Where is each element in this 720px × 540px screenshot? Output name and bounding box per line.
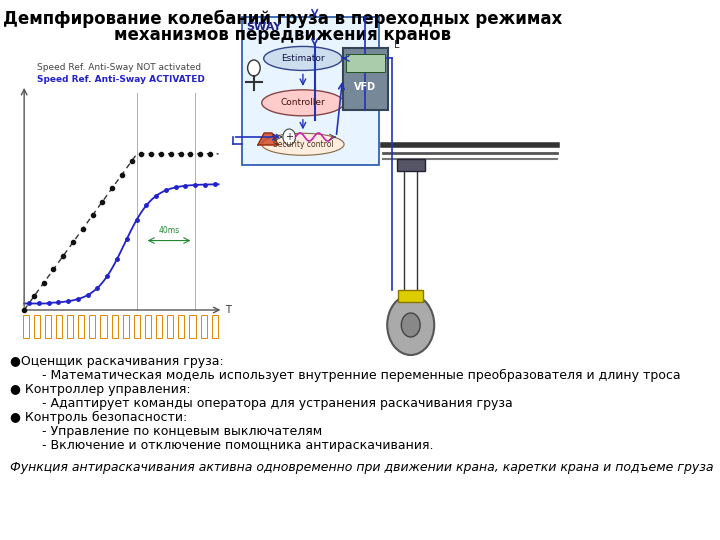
Text: L: L	[395, 40, 400, 50]
Text: Speed Ref. Anti-Sway NOT activated: Speed Ref. Anti-Sway NOT activated	[37, 63, 201, 72]
Bar	[112, 315, 117, 338]
Bar	[179, 315, 184, 338]
Bar	[56, 315, 62, 338]
Text: VFD: VFD	[354, 82, 377, 92]
Bar	[22, 315, 29, 338]
Bar	[343, 48, 388, 110]
Bar	[189, 315, 196, 338]
Text: - Включение и отключение помощника антираскачивания.: - Включение и отключение помощника антир…	[10, 439, 433, 452]
Text: ●Оценщик раскачивания груза:: ●Оценщик раскачивания груза:	[10, 355, 224, 368]
Circle shape	[401, 313, 420, 337]
Bar	[7, 55, 222, 350]
Bar	[200, 315, 207, 338]
Bar	[212, 315, 217, 338]
Bar	[134, 315, 140, 338]
Bar	[398, 290, 423, 302]
Bar	[145, 315, 151, 338]
Text: - Управление по концевым выключателям: - Управление по концевым выключателям	[10, 425, 323, 438]
Bar	[167, 315, 174, 338]
Bar	[67, 315, 73, 338]
Circle shape	[387, 295, 434, 355]
Text: Демпфирование колебаний груза в переходных режимах: Демпфирование колебаний груза в переходн…	[4, 10, 562, 28]
Text: +: +	[285, 132, 293, 142]
Bar	[156, 315, 162, 338]
Bar	[242, 17, 379, 165]
Ellipse shape	[262, 90, 344, 116]
Polygon shape	[258, 133, 278, 145]
Text: T: T	[225, 305, 231, 315]
Text: Estimator: Estimator	[281, 54, 325, 63]
Bar	[78, 315, 84, 338]
Text: - Математическая модель использует внутренние переменные преобразователя и длину: - Математическая модель использует внутр…	[10, 369, 680, 382]
Bar	[45, 315, 51, 338]
Text: ● Контроллер управления:: ● Контроллер управления:	[10, 383, 191, 396]
Ellipse shape	[262, 133, 344, 156]
Text: ● Контроль безопасности:: ● Контроль безопасности:	[10, 411, 187, 424]
Ellipse shape	[264, 46, 342, 70]
Bar	[89, 315, 96, 338]
Circle shape	[248, 60, 260, 76]
Text: Controller: Controller	[281, 98, 325, 107]
Bar	[230, 55, 562, 350]
Text: Security control: Security control	[273, 140, 333, 149]
Bar	[346, 54, 385, 72]
Bar	[122, 315, 129, 338]
Bar	[34, 315, 40, 338]
Text: Speed Ref. Anti-Sway ACTIVATED: Speed Ref. Anti-Sway ACTIVATED	[37, 75, 204, 84]
Text: механизмов передвижения кранов: механизмов передвижения кранов	[114, 26, 451, 44]
Text: 40ms: 40ms	[158, 226, 179, 234]
Text: SWAY: SWAY	[246, 22, 282, 32]
Bar	[397, 159, 425, 171]
Circle shape	[283, 129, 295, 145]
Bar	[101, 315, 107, 338]
Text: Функция антираскачивания активна одновременно при движении крана, каретки крана : Функция антираскачивания активна одновре…	[10, 461, 714, 474]
Text: - Адаптирует команды оператора для устранения раскачивания груза: - Адаптирует команды оператора для устра…	[10, 397, 513, 410]
